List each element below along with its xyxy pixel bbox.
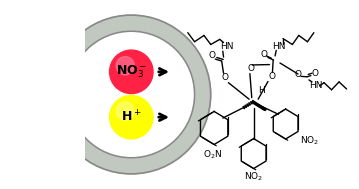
Text: O: O [222, 74, 229, 82]
Text: HN: HN [272, 42, 286, 51]
Text: O: O [261, 50, 268, 59]
Circle shape [109, 50, 153, 94]
Text: NO$_3^-$: NO$_3^-$ [116, 64, 147, 80]
Text: H: H [258, 86, 265, 95]
Text: HN: HN [309, 81, 322, 90]
Text: O: O [268, 72, 275, 81]
Text: O: O [247, 64, 254, 73]
Circle shape [68, 31, 195, 158]
Text: NO$_2$: NO$_2$ [244, 171, 263, 184]
Text: H$^+$: H$^+$ [121, 110, 142, 125]
Text: O$_2$N: O$_2$N [202, 148, 222, 161]
Circle shape [109, 95, 153, 139]
Text: O: O [294, 70, 302, 78]
Text: HN: HN [220, 42, 233, 51]
Text: NO$_2$: NO$_2$ [300, 135, 319, 147]
Circle shape [52, 15, 211, 174]
Circle shape [116, 102, 134, 120]
Circle shape [116, 57, 134, 75]
Text: O: O [208, 51, 215, 60]
Text: O: O [311, 69, 318, 78]
